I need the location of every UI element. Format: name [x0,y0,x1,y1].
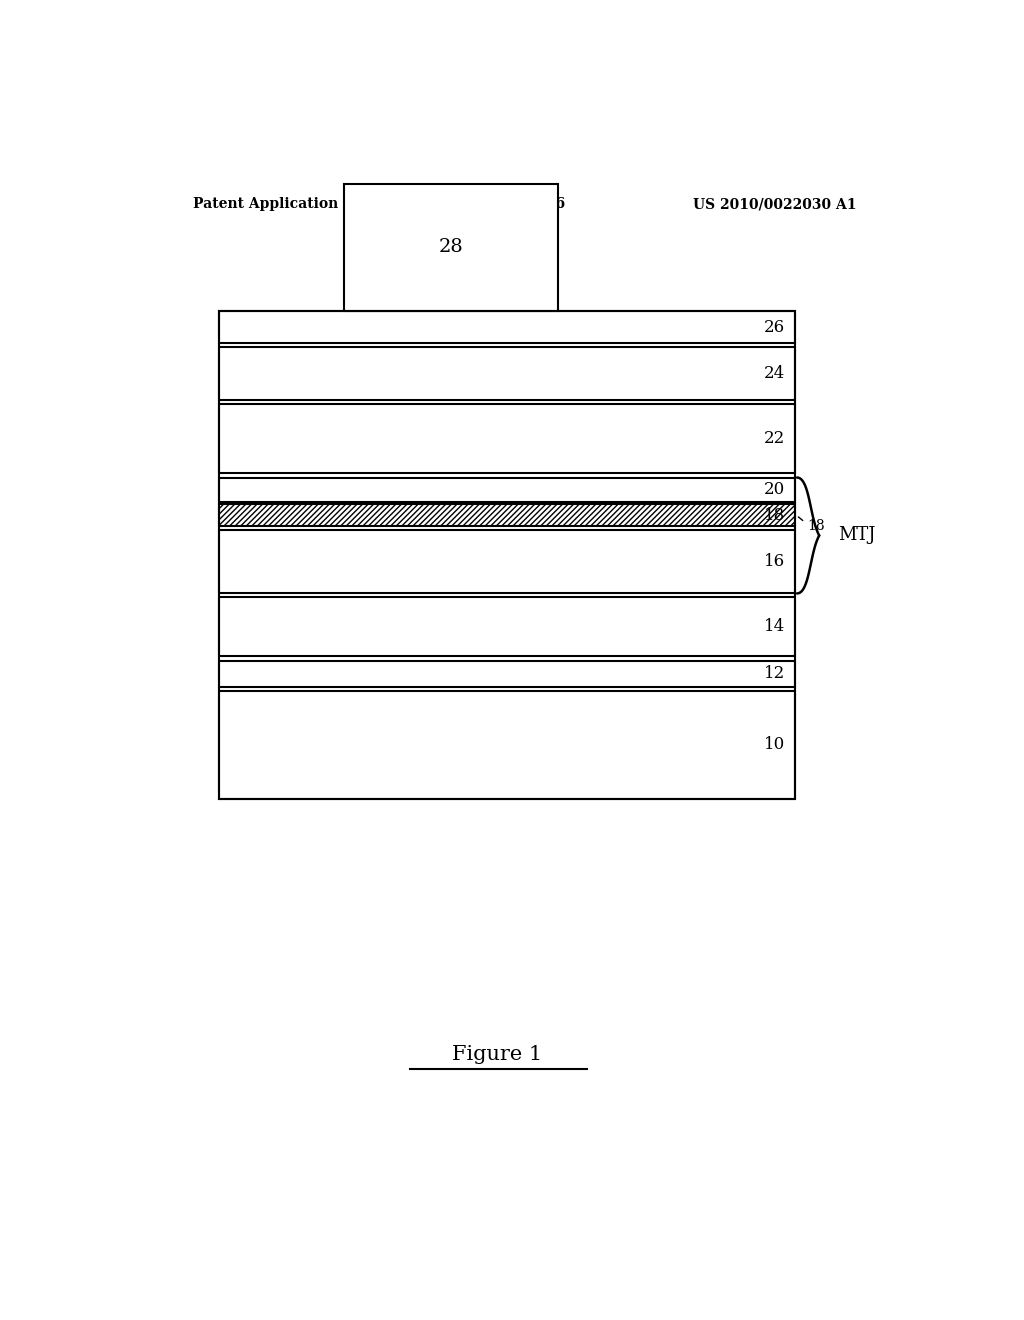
Text: 18: 18 [764,507,785,524]
Bar [219,660,795,686]
Bar [219,312,795,343]
Bar [219,404,795,474]
Text: 16: 16 [764,553,785,570]
Bar [344,183,558,312]
Bar [219,478,795,502]
Bar [219,312,795,799]
Text: MTJ: MTJ [839,527,876,544]
Text: 22: 22 [764,430,785,447]
Bar [219,598,795,656]
Text: 10: 10 [764,737,785,754]
Text: US 2010/0022030 A1: US 2010/0022030 A1 [693,197,856,211]
Bar [219,690,795,799]
Text: 18: 18 [807,519,825,533]
Text: 26: 26 [764,318,785,335]
Text: 24: 24 [764,366,785,383]
Text: 28: 28 [438,239,464,256]
Text: Patent Application Publication: Patent Application Publication [194,197,433,211]
Text: 20: 20 [764,482,785,498]
Text: Figure 1: Figure 1 [452,1045,542,1064]
Text: 14: 14 [764,619,785,635]
Bar [219,531,795,594]
Bar [219,504,795,527]
Text: 12: 12 [764,665,785,682]
Bar [219,347,795,400]
Text: Jan. 28, 2010  Sheet 1 of 16: Jan. 28, 2010 Sheet 1 of 16 [349,197,565,211]
